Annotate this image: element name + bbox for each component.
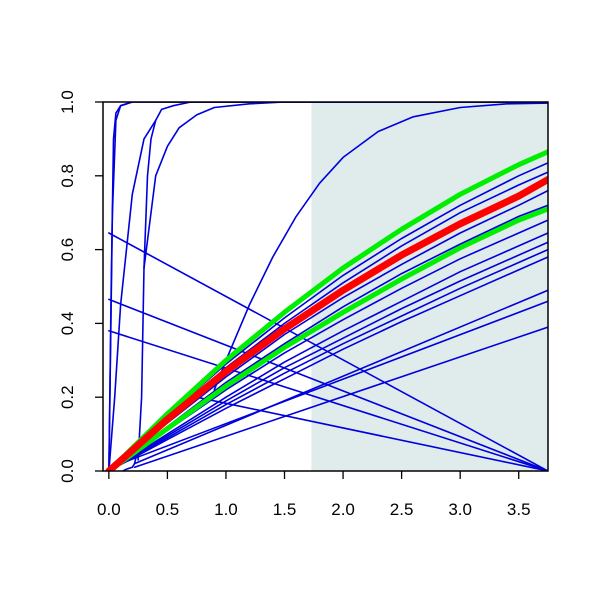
y-tick-label: 0.2 bbox=[58, 385, 77, 409]
x-tick-label: 2.0 bbox=[331, 500, 355, 519]
x-tick-label: 1.0 bbox=[214, 500, 238, 519]
y-tick-label: 0.8 bbox=[58, 164, 77, 188]
series-line-ensemble-24 bbox=[143, 102, 548, 269]
x-tick-label: 0.0 bbox=[97, 500, 121, 519]
series-line-ensemble-16 bbox=[108, 298, 548, 471]
series-group bbox=[105, 102, 548, 471]
series-line-ensemble-17 bbox=[108, 329, 548, 471]
y-tick-label: 0.0 bbox=[58, 459, 77, 483]
series-line-ensemble-15 bbox=[108, 232, 548, 471]
series-line-ensemble-8 bbox=[108, 232, 548, 471]
y-tick-label: 1.0 bbox=[58, 90, 77, 114]
x-tick-label: 2.5 bbox=[390, 500, 414, 519]
series-line-band-upper-1 bbox=[106, 149, 548, 471]
series-line-ensemble-22 bbox=[122, 451, 138, 471]
plot-frame bbox=[102, 101, 549, 472]
series-line-ensemble-9 bbox=[108, 241, 548, 471]
series-line-mean-0 bbox=[105, 176, 548, 471]
x-tick-label: 3.0 bbox=[448, 500, 472, 519]
series-line-ensemble-20 bbox=[108, 102, 548, 471]
series-line-ensemble-12 bbox=[133, 289, 548, 465]
series-line-ensemble-13 bbox=[133, 326, 548, 469]
series-line-band-lower-2 bbox=[106, 206, 548, 471]
series-line-ensemble-21 bbox=[108, 119, 157, 471]
series-line-ensemble-11 bbox=[108, 256, 548, 471]
x-tick-label: 1.5 bbox=[273, 500, 297, 519]
series-line-ensemble-23 bbox=[137, 102, 548, 461]
series-line-ensemble-10 bbox=[108, 248, 548, 471]
y-tick-label: 0.6 bbox=[58, 238, 77, 262]
y-tick-label: 0.4 bbox=[58, 312, 77, 336]
x-tick-label: 0.5 bbox=[156, 500, 180, 519]
x-tick-label: 3.5 bbox=[507, 500, 531, 519]
series-line-ensemble-18 bbox=[195, 396, 548, 471]
series-line-ensemble-25 bbox=[213, 102, 548, 391]
series-line-ensemble-14 bbox=[119, 300, 548, 465]
